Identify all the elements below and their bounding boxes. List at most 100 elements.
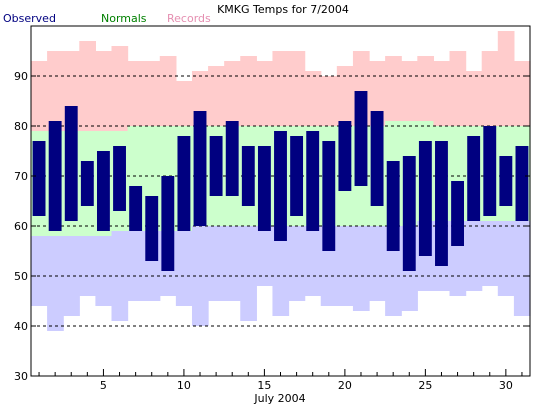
record-low-band — [256, 226, 274, 286]
observed-bar — [338, 121, 352, 191]
observed-bar — [80, 161, 94, 206]
record-high-band — [385, 56, 402, 121]
record-high-band — [481, 51, 499, 126]
record-low-band — [369, 226, 386, 301]
record-low-band — [272, 226, 290, 316]
record-low-band — [47, 236, 64, 331]
y-tick-label: 80 — [14, 120, 28, 133]
record-low-band — [352, 226, 370, 311]
record-high-band — [497, 31, 515, 126]
record-low-band — [304, 226, 322, 296]
x-axis: 5 10 15 20 25 30 — [38, 369, 523, 392]
observed-bar — [96, 151, 110, 231]
record-low-band — [208, 226, 225, 301]
record-low-band — [95, 236, 113, 306]
observed-bar — [290, 136, 304, 216]
observed-bar — [467, 136, 481, 221]
record-high-band — [336, 66, 354, 126]
observed-bars — [32, 91, 529, 271]
record-low-band — [224, 226, 241, 301]
record-high-band — [47, 51, 64, 131]
observed-bar — [499, 156, 513, 206]
observed-bar — [515, 146, 529, 221]
x-tick-label: 30 — [499, 379, 513, 392]
record-high-band — [31, 61, 48, 131]
record-high-band — [79, 41, 96, 131]
observed-bar — [354, 91, 368, 186]
observed-bar — [177, 136, 191, 231]
record-low-band — [240, 226, 257, 321]
y-tick-label: 60 — [14, 220, 28, 233]
observed-bar — [257, 146, 271, 231]
record-low-band — [336, 226, 354, 306]
y-tick-label: 30 — [14, 370, 28, 383]
record-low-band — [465, 221, 483, 291]
x-tick-label: 5 — [100, 379, 107, 392]
observed-bar — [129, 186, 143, 231]
record-high-band — [513, 61, 531, 126]
record-high-band — [95, 51, 113, 131]
observed-bar — [209, 136, 223, 196]
observed-bar — [451, 181, 465, 246]
record-high-band — [304, 71, 322, 126]
observed-bar — [145, 196, 159, 261]
record-high-band — [417, 56, 435, 121]
observed-bar — [225, 121, 239, 196]
observed-bar — [386, 161, 400, 251]
y-tick-label: 50 — [14, 270, 28, 283]
record-high-band — [449, 51, 467, 126]
observed-bar — [370, 111, 384, 206]
record-high-band — [127, 61, 145, 126]
x-tick-label: 20 — [338, 379, 352, 392]
record-high-band — [240, 56, 257, 126]
observed-bar — [483, 126, 497, 216]
x-axis-label: July 2004 — [253, 392, 305, 405]
record-high-band — [369, 61, 386, 126]
observed-bar — [113, 146, 126, 211]
record-low-band — [481, 221, 499, 286]
record-low-band — [175, 231, 193, 306]
record-high-band — [175, 81, 193, 126]
observed-bar — [402, 156, 416, 271]
record-low-band — [63, 236, 80, 316]
observed-bar — [193, 111, 207, 226]
record-low-band — [513, 221, 531, 316]
record-low-band — [31, 236, 48, 306]
record-high-band — [320, 76, 338, 126]
y-tick-label: 40 — [14, 320, 28, 333]
record-high-band — [111, 46, 129, 131]
observed-bar — [48, 121, 62, 231]
observed-bar — [435, 141, 448, 266]
observed-bar — [64, 106, 78, 221]
x-tick-label: 15 — [257, 379, 271, 392]
y-tick-label: 70 — [14, 170, 28, 183]
y-axis: 30 40 50 60 70 80 90 — [14, 70, 530, 383]
record-low-band — [127, 231, 145, 301]
record-high-band — [288, 51, 306, 126]
observed-bar — [306, 131, 320, 231]
record-low-band — [497, 221, 515, 296]
record-high-band — [272, 51, 290, 126]
record-low-band — [288, 226, 306, 301]
record-high-band — [208, 66, 225, 126]
observed-bar — [161, 176, 175, 271]
y-tick-label: 90 — [14, 70, 28, 83]
legend-observed: Observed — [3, 12, 56, 25]
observed-bar — [322, 141, 336, 251]
x-tick-label: 25 — [418, 379, 432, 392]
x-tick-label: 10 — [177, 379, 191, 392]
record-low-band — [111, 231, 129, 321]
observed-bar — [241, 146, 255, 206]
record-low-band — [79, 236, 96, 296]
legend-normals: Normals — [101, 12, 147, 25]
record-high-band — [224, 61, 241, 126]
record-high-band — [465, 71, 483, 126]
record-high-band — [159, 56, 177, 126]
observed-bar — [418, 141, 432, 256]
record-high-band — [401, 61, 418, 121]
observed-bar — [32, 141, 46, 216]
record-high-band — [143, 61, 161, 126]
record-high-band — [256, 61, 274, 126]
legend-records: Records — [167, 12, 211, 25]
